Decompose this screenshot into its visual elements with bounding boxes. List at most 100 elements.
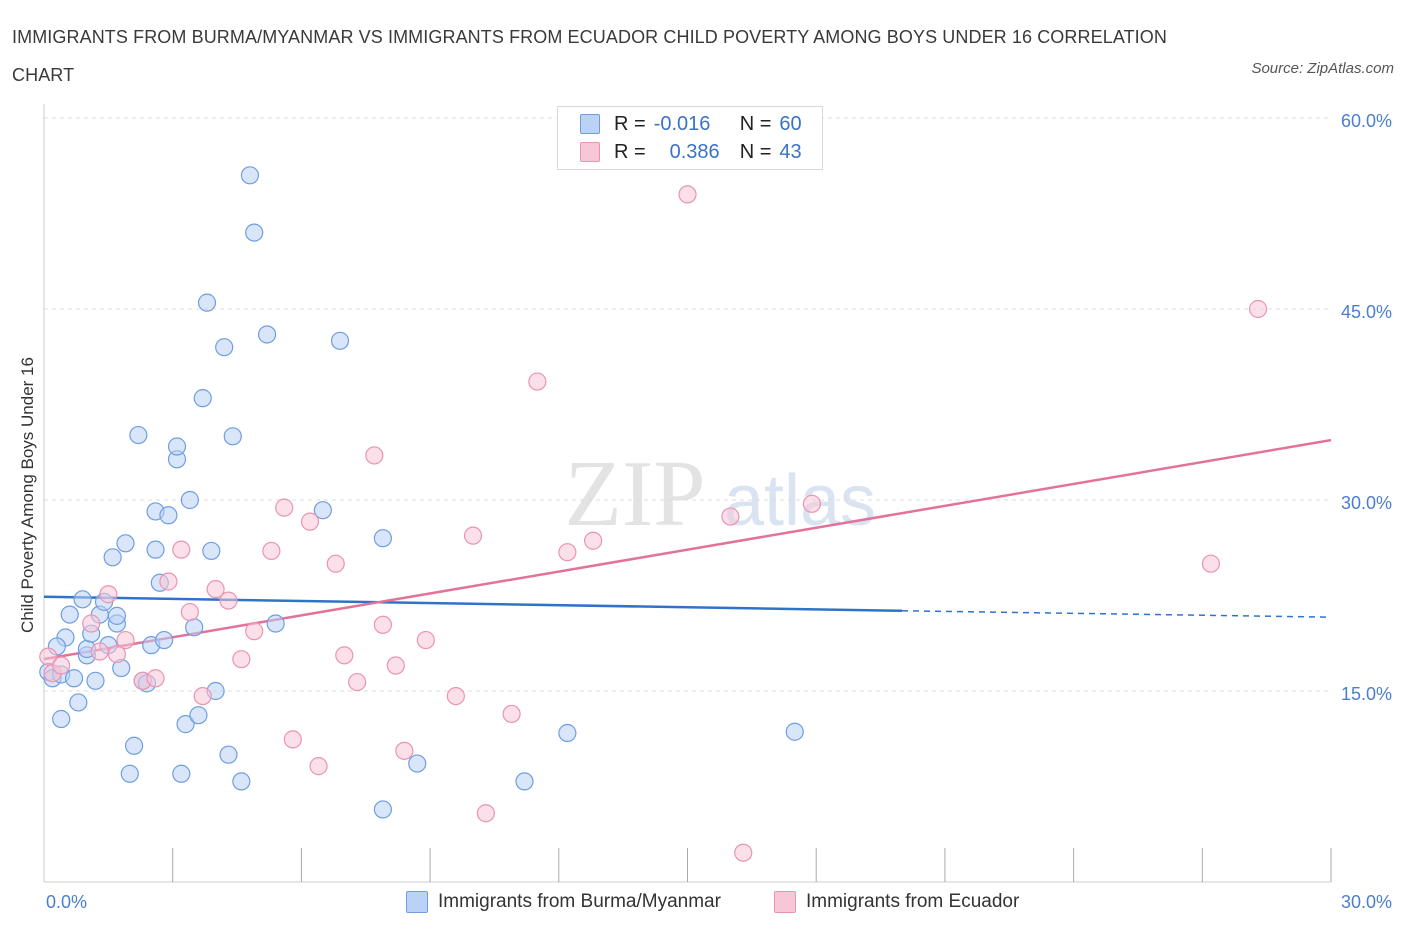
r-value: -0.016 [653, 112, 711, 135]
burma-point [219, 745, 238, 764]
burma-point [232, 772, 251, 791]
ecuador-point [1201, 554, 1220, 573]
burma-point [240, 166, 260, 185]
watermark: ZIP atlas [565, 442, 877, 546]
burma-swatch [580, 114, 600, 134]
y-tick-label: 60.0% [1341, 111, 1392, 131]
burma-point [373, 800, 393, 819]
ecuador-point [180, 602, 199, 622]
burma-point [373, 529, 393, 548]
n-value: 43 [779, 140, 802, 163]
burma-point [215, 338, 234, 357]
ecuador-point [300, 512, 320, 531]
ecuador-point [219, 591, 238, 610]
ecuador-point [172, 540, 191, 559]
n-label: N = [739, 112, 772, 135]
ecuador-point [416, 630, 435, 650]
burma-point [120, 764, 139, 783]
burma-point [159, 506, 178, 525]
ecuador-point [99, 585, 118, 604]
legend-row-burma: R = -0.016 N = 60 [580, 111, 802, 137]
ecuador-point [528, 372, 547, 391]
burma-point [408, 754, 427, 773]
burma-point [785, 722, 804, 741]
burma-point [189, 706, 208, 725]
chart-title: IMMIGRANTS FROM BURMA/MYANMAR VS IMMIGRA… [12, 27, 1167, 85]
ecuador-point [721, 507, 740, 526]
trend-lines [43, 438, 1332, 661]
ecuador-trend-line [43, 438, 1332, 661]
burma-trend-extension [901, 610, 1332, 618]
burma-point [155, 630, 174, 650]
y-tick-label: 15.0% [1341, 684, 1392, 704]
ecuador-point [159, 572, 178, 591]
ecuador-point [90, 642, 109, 661]
ecuador-point [373, 615, 393, 634]
burma-point [107, 606, 127, 625]
burma-point [558, 723, 577, 743]
ecuador-point [39, 647, 58, 666]
burma-point [167, 437, 187, 456]
burma-point [197, 293, 217, 312]
ecuador-legend-swatch [774, 891, 796, 913]
data-points [39, 166, 1268, 862]
burma-point [202, 541, 221, 561]
legend-item-ecuador: Immigrants from Ecuador [774, 888, 1019, 916]
n-value: 60 [779, 112, 802, 135]
y-tick-label: 45.0% [1341, 302, 1392, 322]
burma-point [330, 331, 350, 350]
ecuador-point [446, 686, 465, 706]
ecuador-point [678, 185, 697, 204]
ecuador-swatch [580, 142, 600, 162]
burma-point [245, 223, 264, 242]
burma-point [69, 693, 88, 712]
burma-point [193, 389, 212, 408]
ecuador-point [245, 622, 264, 641]
burma-point [176, 715, 195, 734]
ecuador-point [206, 580, 225, 599]
burma-point [73, 590, 92, 609]
legend-label-burma: Immigrants from Burma/Myanmar [438, 891, 721, 912]
burma-point [515, 772, 534, 791]
x-tick-label: 0.0% [46, 892, 87, 912]
ecuador-point [283, 730, 302, 749]
legend-row-ecuador: R = 0.386 N = 43 [580, 139, 802, 165]
y-tick-label: 30.0% [1341, 493, 1392, 513]
ecuador-point [395, 741, 414, 760]
ecuador-point [476, 804, 495, 823]
r-value: 0.386 [669, 140, 720, 163]
r-label: R = [614, 140, 646, 163]
burma-point [103, 548, 122, 567]
burma-point [172, 764, 191, 783]
burma-point [129, 425, 148, 445]
ecuador-point [262, 541, 281, 561]
ecuador-point [146, 669, 165, 688]
ecuador-point [1248, 299, 1268, 319]
y-tick-labels: 15.0% 30.0% 45.0% 60.0% [1341, 111, 1392, 704]
ecuador-point [326, 554, 345, 573]
burma-point [146, 540, 165, 559]
y-axis-label: Child Poverty Among Boys Under 16 [18, 357, 37, 633]
ecuador-point [734, 843, 753, 862]
burma-point [266, 614, 285, 633]
ecuador-point [82, 614, 101, 633]
ecuador-point [463, 526, 483, 545]
x-tick-label: 30.0% [1341, 892, 1392, 912]
watermark-zip: ZIP [565, 442, 706, 546]
ecuador-point [386, 656, 405, 675]
x-tick-labels: 0.0% 30.0% [46, 892, 1392, 912]
ecuador-point [107, 644, 127, 664]
burma-point [124, 736, 144, 755]
ecuador-point [232, 650, 251, 669]
burma-point [64, 669, 84, 688]
axes [43, 104, 1332, 883]
ecuador-point [365, 446, 384, 465]
ecuador-point [802, 494, 822, 513]
burma-point [86, 671, 105, 690]
burma-point [52, 709, 71, 729]
burma-legend-swatch [406, 891, 428, 913]
watermark-atlas: atlas [724, 461, 876, 541]
ecuador-point [116, 630, 135, 650]
burma-point [180, 490, 199, 510]
burma-point [313, 501, 332, 520]
